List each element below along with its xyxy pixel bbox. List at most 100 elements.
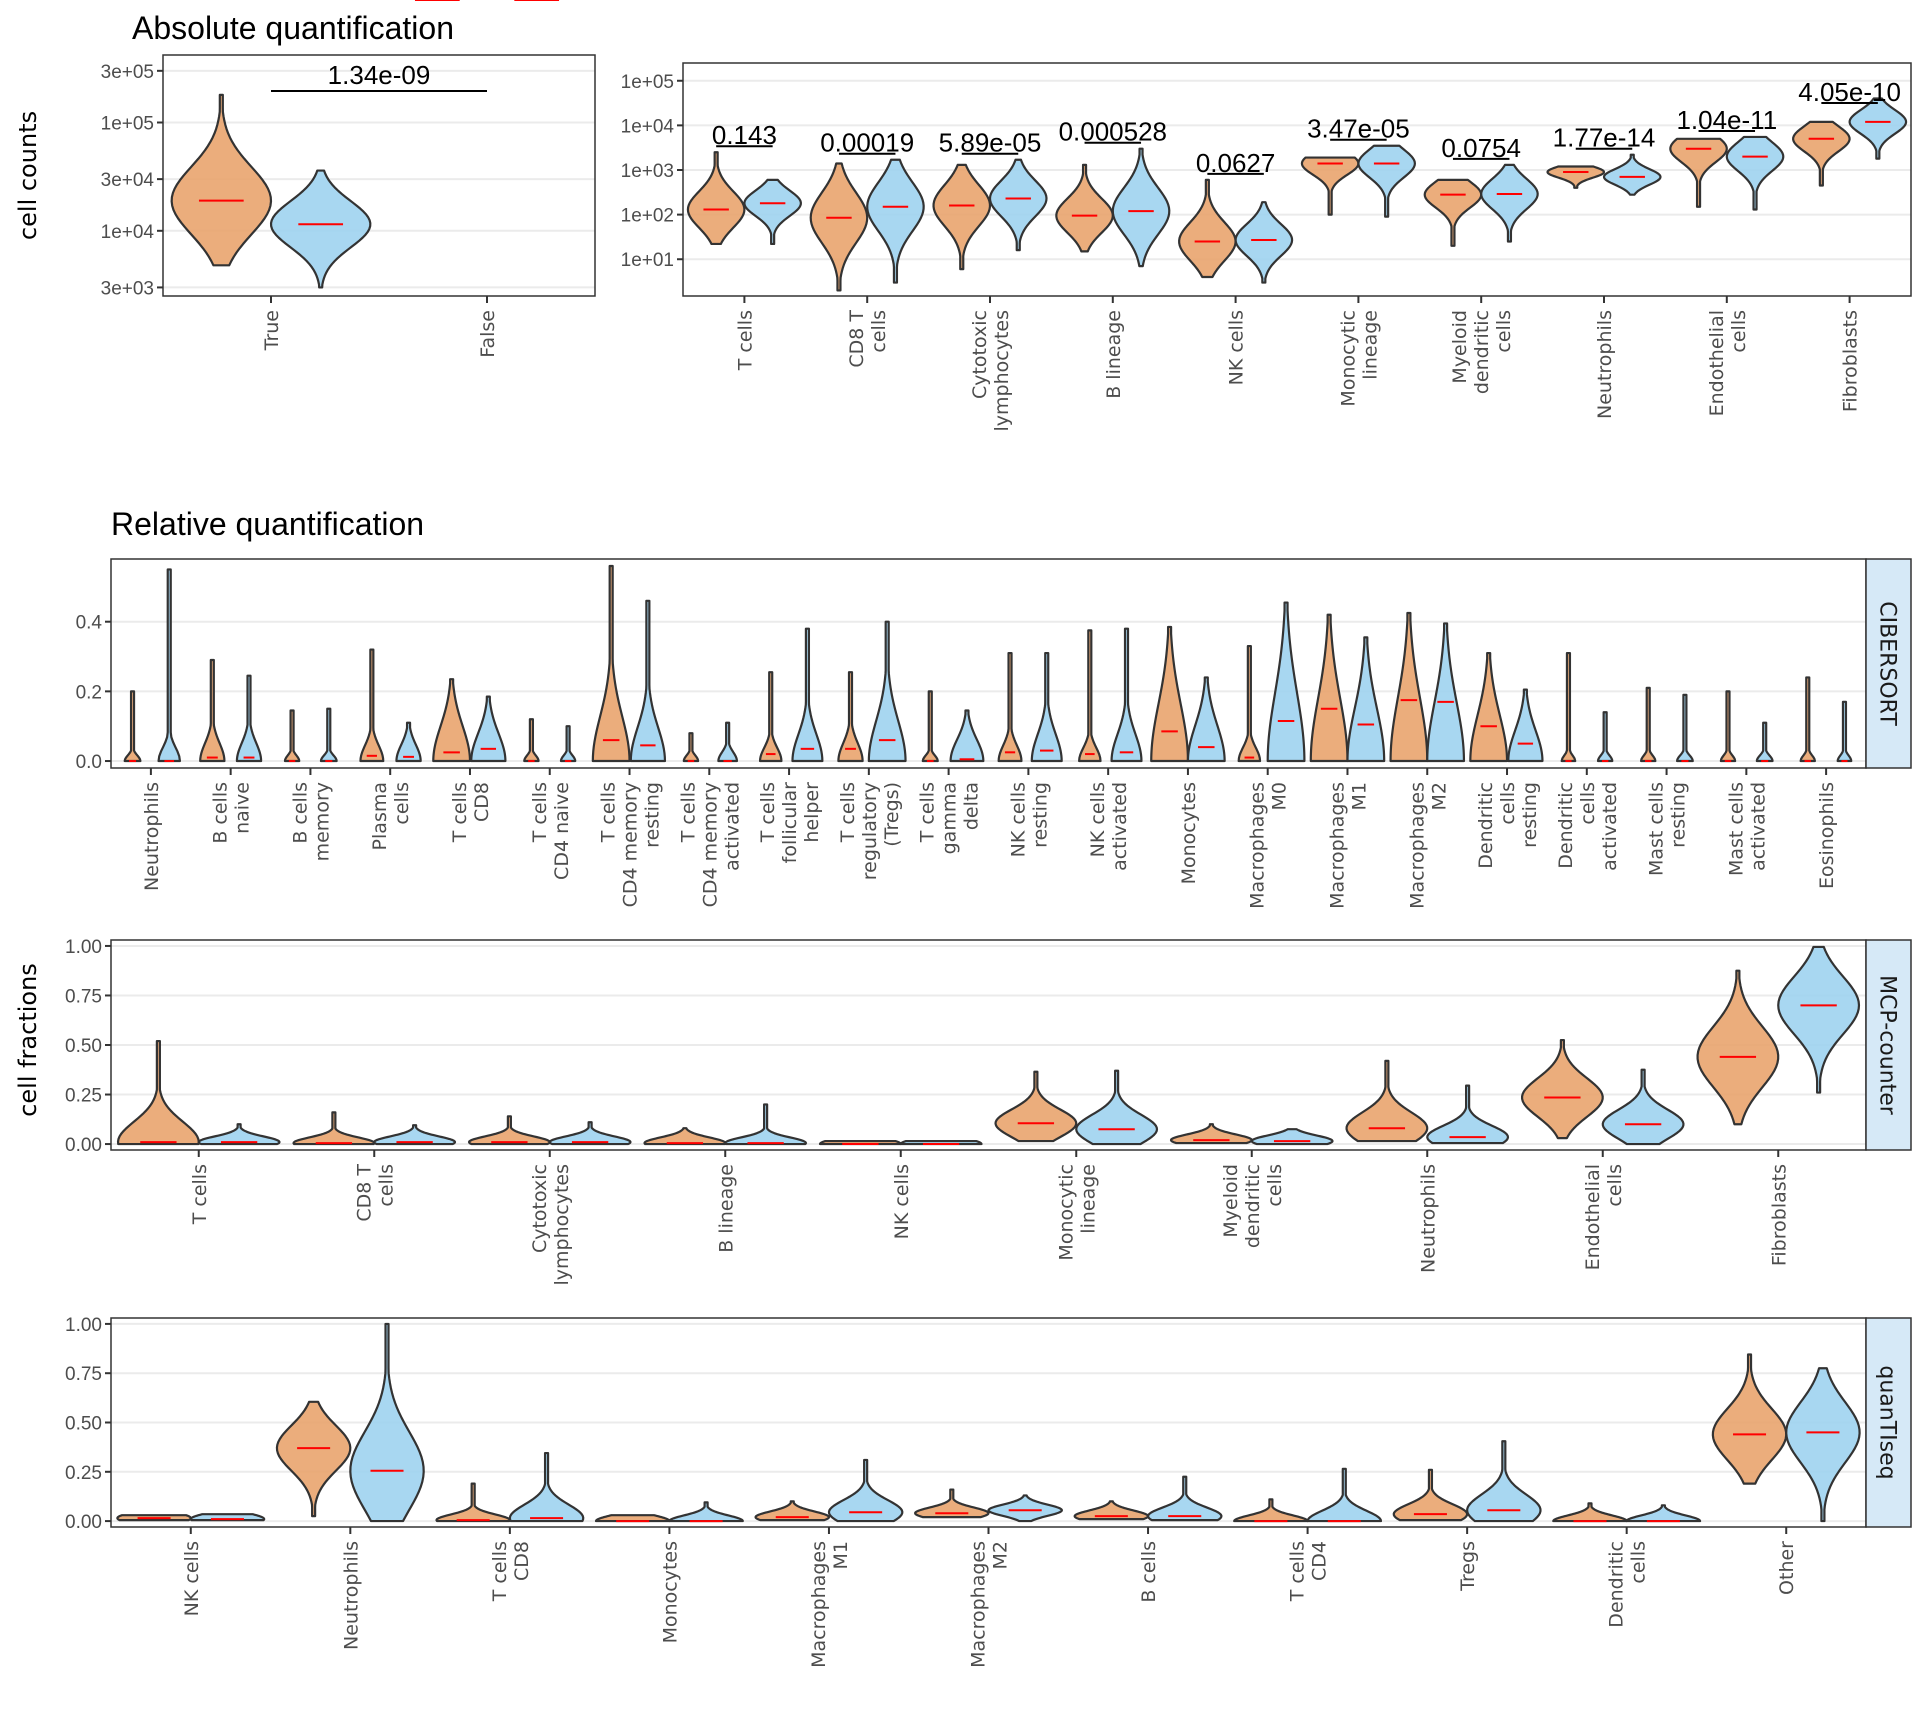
x-tick-label-line: regulatory	[859, 782, 881, 880]
x-tick-label: NK cellsresting	[1007, 782, 1051, 857]
y-tick-label: 0.75	[65, 986, 102, 1007]
x-tick-label: T cellsgammadelta	[917, 782, 983, 854]
y-tick-label: 1.00	[65, 1315, 102, 1336]
x-tick-label-line: cells	[1264, 1164, 1286, 1207]
violin-false	[1848, 97, 1908, 160]
x-tick-label-line: memory	[311, 782, 333, 861]
violin-true	[170, 93, 273, 267]
x-tick-label-line: B cells	[210, 782, 232, 844]
x-tick-label-line: Myeloid	[1449, 310, 1471, 384]
x-tick-label-line: Plasma	[369, 782, 391, 850]
y-tick-label: 0.2	[76, 682, 102, 703]
violin-false	[949, 709, 985, 763]
x-tick-label-line: Cytotoxic	[969, 310, 991, 399]
violin-true	[1696, 969, 1780, 1126]
x-tick-label-line: M1	[1348, 782, 1370, 810]
x-tick-label-line: NK cells	[891, 1164, 913, 1239]
panel-border	[682, 62, 1912, 297]
p-value-label: 0.000528	[1059, 117, 1167, 147]
violin-true	[1389, 611, 1429, 763]
x-tick-label-line: Dendritic	[1606, 1541, 1628, 1628]
x-tick-label-line: NK cells	[181, 1541, 203, 1616]
violin-true	[1073, 1500, 1150, 1521]
y-tick-label: 0.75	[65, 1364, 102, 1385]
facet-strip-label: CIBERSORT	[1875, 601, 1900, 726]
x-tick-label: T cellsregulatory(Tregs)	[837, 782, 903, 880]
x-tick-label: Neutrophils	[340, 1541, 362, 1650]
violin-false	[197, 1123, 281, 1146]
y-tick-label: 1e+05	[101, 113, 154, 134]
panel-quantiseq: 0.00 0.25 0.50 0.75 1.00 NK cells Neutrophils T…	[65, 1315, 1912, 1668]
violin-true	[1055, 163, 1114, 253]
violin-true	[837, 671, 864, 763]
violin-true	[199, 658, 226, 763]
violin-false	[1234, 201, 1294, 284]
x-tick-label: Neutrophils	[141, 782, 163, 891]
x-tick-label-line: NK cells	[1226, 310, 1248, 385]
x-tick-label: Cytotoxiclymphocytes	[969, 310, 1013, 432]
violin-false	[1250, 1128, 1334, 1146]
x-tick-label-line: Macrophages	[1406, 782, 1428, 909]
violin-true	[1078, 629, 1102, 763]
x-tick-label: NK cellsactivated	[1087, 782, 1131, 871]
x-tick-label-line: T cells	[677, 782, 699, 843]
x-tick-label: T cellsfollicularhelper	[757, 782, 823, 864]
violin-true	[914, 1488, 990, 1519]
y-tick-label: 1e+04	[101, 222, 155, 243]
x-tick-label: Mast cellsactivated	[1725, 782, 1769, 876]
x-tick-label: T cellsCD8	[449, 782, 493, 843]
x-tick-label-line: B cells	[1138, 1541, 1160, 1603]
x-tick-label-line: cells	[1728, 310, 1750, 353]
x-tick-label-line: Endothelial	[1706, 310, 1728, 416]
x-tick-label-line: activated	[1747, 782, 1769, 871]
x-tick-label: Neutrophils	[1417, 1164, 1439, 1273]
p-value-label: 0.00019	[820, 128, 914, 158]
violin-false	[470, 695, 507, 763]
y-tick-label: 3e+05	[101, 62, 154, 83]
facet-strip	[1865, 558, 1912, 769]
violin-false	[1266, 601, 1306, 763]
x-tick-label: MacrophagesM1	[1326, 782, 1370, 909]
x-tick-label: B lineage	[715, 1164, 737, 1253]
x-tick-label-line: CD4 memory	[699, 782, 721, 907]
x-tick-label-line: Macrophages	[808, 1541, 830, 1668]
x-tick-label: NK cells	[181, 1541, 203, 1616]
violin-true	[1423, 178, 1483, 247]
x-tick-label-line: Dendritic	[1555, 782, 1577, 869]
violin-false	[867, 620, 907, 763]
y-tick-label: 0.4	[76, 613, 103, 634]
panel-background	[111, 559, 1866, 768]
y-tick-label: 0.50	[65, 1036, 102, 1057]
y-tick-label: 1e+01	[621, 250, 674, 271]
x-tick-label-line: CD8	[471, 782, 493, 822]
p-value-label: 1.77e-14	[1553, 123, 1656, 153]
x-tick-label-line: Cytotoxic	[529, 1164, 551, 1253]
violin-false	[1357, 144, 1416, 218]
x-tick-label: Monocyticlineage	[1337, 310, 1381, 407]
facet-strip-label: quanTIseq	[1875, 1365, 1900, 1479]
plots: 3e+03 1e+04 3e+04 1e+05 3e+05 True False 1.34e-…	[14, 0, 1912, 1668]
violin-true	[1309, 613, 1349, 763]
x-tick-label-line: Monocytes	[659, 1541, 681, 1643]
x-tick-label-line: Neutrophils	[1594, 310, 1616, 419]
x-tick-label: Mast cellsresting	[1646, 782, 1690, 876]
x-tick-label: Cytotoxiclymphocytes	[529, 1164, 573, 1286]
x-tick-label-line: M1	[830, 1541, 852, 1569]
x-tick-label-line: cells	[868, 310, 890, 353]
violin-true	[994, 1070, 1078, 1143]
x-tick-label: T cellsCD4 naive	[529, 782, 573, 880]
x-tick-label: Dendriticcellsactivated	[1555, 782, 1621, 871]
x-tick-label: Other	[1776, 1541, 1798, 1595]
p-value-label: 1.04e-11	[1676, 105, 1777, 135]
violin-true	[591, 564, 631, 763]
x-tick-label-line: Macrophages	[1326, 782, 1348, 909]
x-tick-label-line: activated	[1109, 782, 1131, 871]
x-tick-label-line: Macrophages	[1247, 782, 1269, 909]
violin-true	[1669, 137, 1728, 208]
x-tick-label: Myeloiddendriticcells	[1449, 310, 1515, 394]
p-value-label: 0.143	[712, 120, 777, 150]
x-tick-label-line: naive	[232, 782, 254, 834]
violin-true	[432, 678, 472, 763]
violin-false	[1426, 1084, 1510, 1145]
